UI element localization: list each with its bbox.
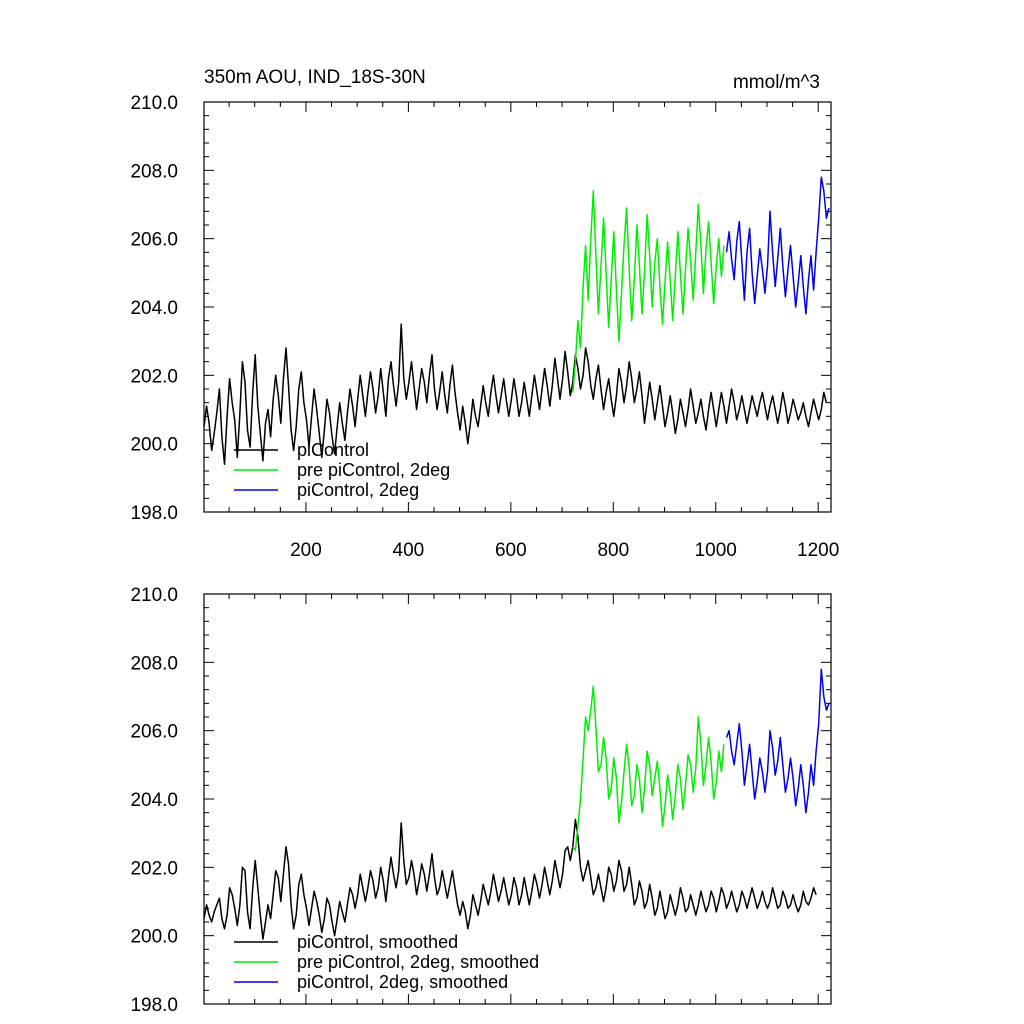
bottom-y-tick-label: 202.0 (130, 858, 178, 879)
bottom-series-group (203, 668, 830, 940)
bottom-legend-label-2: piControl, 2deg, smoothed (297, 972, 508, 992)
top-x-tick-label: 200 (290, 540, 322, 561)
top-y-tick-label: 208.0 (130, 161, 178, 182)
top-legend-label-0: piControl (297, 440, 369, 460)
top-series-line-1 (572, 190, 725, 393)
top-y-tick-label: 202.0 (130, 366, 178, 387)
top-axes: 200 400 600 800 1000 1200 198.0 200.0 202.0 204.0… (130, 93, 839, 561)
top-series-group (203, 176, 830, 465)
top-series-line-2 (725, 176, 830, 315)
bottom-series-line-0 (203, 818, 817, 940)
bottom-legend-label-0: piControl, smoothed (297, 932, 458, 952)
top-y-tick-label: 200.0 (130, 435, 178, 456)
units-label: mmol/m^3 (733, 72, 820, 93)
bottom-y-tick-label: 200.0 (130, 927, 178, 948)
top-panel: 350m AOU, IND_18S-30N mmol/m^3 piControl… (130, 67, 839, 561)
top-series-line-0 (203, 323, 828, 465)
bottom-series-line-1 (572, 685, 725, 852)
bottom-y-tick-label: 198.0 (130, 995, 178, 1016)
top-x-tick-label: 600 (495, 540, 527, 561)
bottom-series-line-2 (725, 668, 830, 814)
top-x-tick-label: 1200 (797, 540, 839, 561)
top-x-tick-label: 800 (597, 540, 629, 561)
top-y-tick-label: 204.0 (130, 298, 178, 319)
top-y-tick-label: 198.0 (130, 503, 178, 524)
bottom-legend-label-1: pre piControl, 2deg, smoothed (297, 952, 539, 972)
bottom-y-tick-label: 204.0 (130, 790, 178, 811)
bottom-y-tick-label: 208.0 (130, 653, 178, 674)
top-x-tick-label: 400 (393, 540, 425, 561)
top-legend-label-2: piControl, 2deg (297, 480, 419, 500)
top-legend-label-1: pre piControl, 2deg (297, 460, 450, 480)
bottom-axes: 198.0 200.0 202.0 204.0 206.0 208.0 210.0 (130, 585, 831, 1016)
top-y-tick-label: 206.0 (130, 230, 178, 251)
bottom-y-tick-label: 206.0 (130, 722, 178, 743)
top-y-tick-label: 210.0 (130, 93, 178, 114)
bottom-y-tick-label: 210.0 (130, 585, 178, 606)
chart-title: 350m AOU, IND_18S-30N (204, 67, 426, 88)
top-x-tick-label: 1000 (695, 540, 737, 561)
